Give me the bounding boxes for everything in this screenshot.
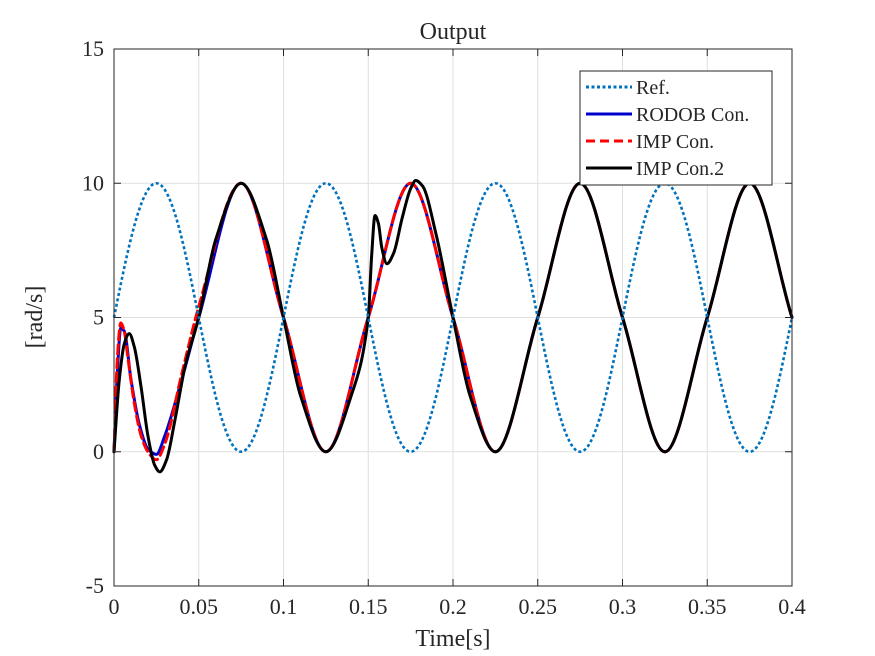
x-tick-label: 0.25 [519,594,558,619]
x-tick-label: 0.3 [609,594,637,619]
chart-title: Output [420,19,487,45]
x-tick-label: 0.4 [778,594,806,619]
legend-label-3: IMP Con.2 [636,158,724,180]
y-tick-label: 0 [93,439,104,464]
y-axis: -5 0 5 10 15 [82,36,792,598]
y-tick-label: 5 [93,305,104,330]
y-axis-label: [rad/s] [22,286,48,349]
y-tick-label: -5 [86,573,104,598]
series-line-3 [112,179,794,474]
legend-label-1: RODOB Con. [636,104,749,126]
x-tick-label: 0.35 [688,594,727,619]
legend: Ref. RODOB Con. IMP Con. IMP Con.2 [579,70,773,186]
x-tick-label: 0 [109,594,120,619]
legend-label-2: IMP Con. [636,131,714,153]
legend-box [579,70,773,186]
y-tick-label: 15 [82,36,104,61]
y-tick-label: 10 [82,170,104,195]
legend-label-0: Ref. [636,77,670,99]
x-tick-label: 0.05 [180,594,219,619]
series-layer [112,179,794,474]
x-tick-label: 0.2 [439,594,467,619]
x-axis: 0 0.05 0.1 0.15 0.2 0.25 0.3 0.35 0.4 [109,49,806,619]
x-tick-label: 0.15 [349,594,388,619]
x-axis-label: Time[s] [415,626,490,652]
series-line-0 [112,181,794,454]
x-tick-label: 0.1 [270,594,298,619]
